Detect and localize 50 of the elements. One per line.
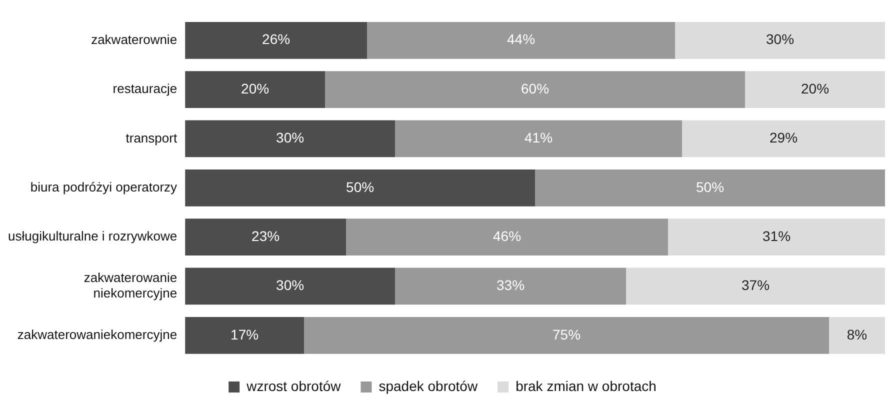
data-label: 41% xyxy=(524,130,553,146)
bar xyxy=(346,218,668,256)
data-label: 50% xyxy=(346,178,374,195)
data-label: 33% xyxy=(496,277,525,294)
data-label: 26% xyxy=(262,31,290,48)
y-tick-label: transport xyxy=(126,130,178,146)
bar xyxy=(185,268,396,305)
bar xyxy=(395,120,682,158)
data-label: 30% xyxy=(766,31,794,48)
bar xyxy=(675,22,885,59)
data-label: 20% xyxy=(800,80,830,96)
data-label: 75% xyxy=(552,326,581,342)
data-label: 50% xyxy=(696,178,724,195)
bar xyxy=(325,71,746,108)
y-tick-label: usługikulturalne i rozrywkowe xyxy=(8,228,178,244)
data-label: 37% xyxy=(741,277,770,294)
bar xyxy=(626,268,885,305)
bar xyxy=(535,169,885,206)
bar xyxy=(185,71,326,108)
data-label: 20% xyxy=(241,80,270,96)
data-label: 8% xyxy=(846,326,868,342)
y-tick-label: zakwaterowanie niekomercyjne xyxy=(84,270,178,301)
bar xyxy=(745,71,885,108)
y-tick-label: zakwaterownie xyxy=(91,32,178,47)
bar xyxy=(829,316,885,354)
data-label: 44% xyxy=(507,31,536,48)
bar xyxy=(185,22,368,59)
bar xyxy=(682,120,885,158)
data-label: 30% xyxy=(276,130,304,146)
data-label: 30% xyxy=(276,277,304,294)
data-label: 46% xyxy=(493,228,522,244)
y-tick-label: restauracje xyxy=(112,81,178,96)
bar xyxy=(185,316,304,354)
bar xyxy=(367,22,676,59)
bar xyxy=(668,218,885,256)
y-tick-label: zakwaterowaniekomercyjne xyxy=(17,326,178,342)
bar xyxy=(395,268,626,305)
data-label: 23% xyxy=(252,228,280,244)
bar xyxy=(185,218,346,256)
bar xyxy=(304,316,830,354)
data-label: 60% xyxy=(521,80,550,96)
legend-label: brak zmian w obrotach xyxy=(516,378,656,394)
data-label: 17% xyxy=(230,326,259,342)
bar xyxy=(185,120,396,158)
data-label: 31% xyxy=(762,228,791,244)
y-tick-label: biura podróżyi operatorzy xyxy=(30,179,178,194)
legend-label: spadek obrotów xyxy=(378,378,478,394)
bar xyxy=(185,169,536,206)
data-label: 29% xyxy=(769,130,798,146)
legend-label: wzrost obrotów xyxy=(246,378,342,394)
